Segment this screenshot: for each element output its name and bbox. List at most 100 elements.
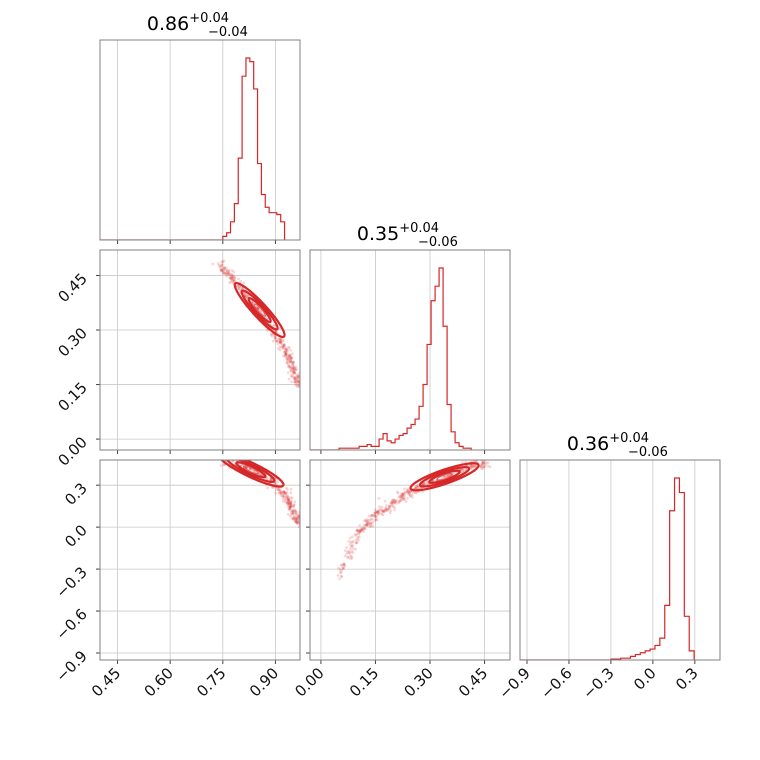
sample-point [289,504,293,508]
sample-point [217,263,221,267]
sample-point [223,272,227,275]
sample-point [242,281,246,285]
sample-point [392,500,395,504]
sample-point [295,513,299,516]
sample-point [469,464,473,468]
sample-point [288,353,292,357]
sample-point [287,357,291,361]
sample-point [289,366,293,369]
sample-point [391,499,395,503]
sample-point [291,509,294,513]
sample-point [469,465,473,469]
sample-point [232,278,236,282]
sample-point [484,462,488,466]
sample-point [291,365,295,368]
sample-point [371,514,374,517]
sample-point [371,521,374,524]
sample-point [293,503,296,506]
sample-point [289,503,293,507]
sample-point [472,464,476,468]
sample-point [230,277,234,281]
contour-level-0 [217,460,285,488]
sample-point [365,517,369,521]
sample-point [369,521,373,525]
sample-point [382,508,386,512]
sample-point [359,529,362,533]
sample-point [401,491,405,495]
sample-point [276,480,280,483]
sample-point [292,517,295,521]
sample-point [286,488,289,491]
sample-point [285,496,289,500]
sample-point [278,337,282,341]
sample-point [280,490,283,494]
sample-point [374,518,378,522]
sample-point [283,491,287,495]
sample-point [288,354,292,358]
sample-point [229,273,233,277]
title-median: 0.35 [357,223,399,245]
sample-point [221,272,225,275]
sample-point [285,357,289,360]
sample-point [287,353,291,357]
sample-point [282,346,286,350]
sample-point [406,491,410,495]
sample-point [404,500,408,504]
sample-point [382,510,386,514]
sample-point [364,523,368,527]
sample-point [383,499,387,503]
sample-point [286,497,290,501]
sample-point [414,484,418,488]
sample-point [281,347,285,350]
sample-point [219,267,223,271]
sample-point [342,562,346,566]
sample-point [294,512,297,516]
sample-point [380,512,384,516]
title-plus: +0.04 [399,221,439,236]
sample-point [355,529,359,532]
sample-point [280,342,283,346]
sample-point [349,545,353,548]
sample-point [288,367,292,370]
sample-point [290,499,293,503]
contour-level-0 [409,462,480,492]
sample-point [259,310,263,314]
sample-point [393,501,396,504]
x-tick-label: 0.90 [246,664,282,700]
sample-point [228,281,231,285]
sample-point [222,267,226,271]
x-tick-label: 0.45 [88,664,124,700]
sample-point [348,542,352,546]
sample-point [294,517,298,521]
sample-point [283,497,287,501]
sample-point [375,515,379,518]
sample-point [227,270,231,273]
sample-point [481,460,484,464]
sample-point [397,495,401,499]
sample-point [227,271,231,275]
sample-point [388,504,391,508]
sample-point [291,374,294,378]
sample-point [414,490,418,494]
sample-point [353,533,357,536]
sample-point [393,508,396,512]
sample-point [272,324,276,327]
sample-point [296,376,300,380]
sample-point [290,511,293,514]
sample-point [245,466,248,469]
sample-point [289,501,293,505]
sample-point [222,270,226,274]
sample-point [285,494,288,498]
sample-point [349,547,352,551]
sample-point [282,490,285,493]
sample-point [286,353,289,357]
sample-point [348,551,352,555]
sample-point [275,482,279,486]
sample-point [287,500,290,504]
sample-point [481,463,485,466]
sample-point [291,362,295,366]
sample-point [300,384,303,387]
sample-point [293,368,297,372]
sample-point [245,295,249,298]
y-tick-label: 0.45 [54,270,90,306]
